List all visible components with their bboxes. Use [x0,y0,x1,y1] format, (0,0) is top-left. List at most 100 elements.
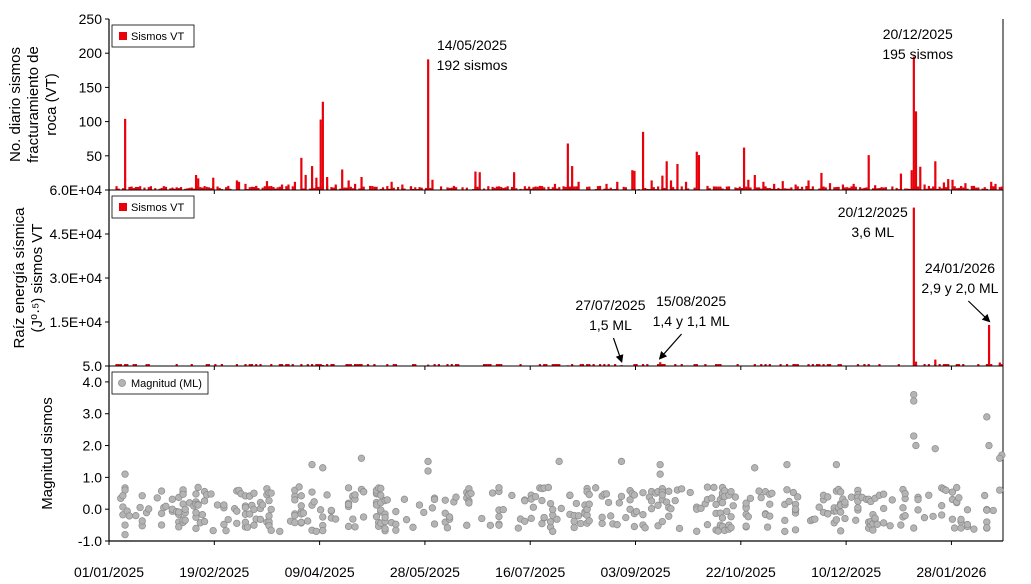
point [486,521,495,530]
point [871,514,879,522]
bar [867,155,870,190]
bar-background [270,186,273,190]
bar-background [551,364,554,366]
bar-background [1000,364,1004,366]
point [207,490,215,498]
point [138,517,146,525]
bar-background [727,186,731,190]
bar-background [663,187,666,190]
bar-background [598,364,602,366]
point [604,498,613,507]
bar-background [811,364,814,366]
bar-background [736,364,739,366]
bar [695,151,698,190]
bar-background [547,186,550,190]
annotation-label: 3,6 ML [851,224,894,240]
bar-background [790,187,793,190]
point [914,506,922,514]
annotation-arrow [658,333,683,360]
legend-swatch [119,203,127,211]
point [957,524,965,532]
bar-background [349,186,352,190]
bar [1000,186,1004,190]
point [540,513,548,522]
bar-background [276,187,279,190]
bar-background [186,188,189,190]
point [746,494,755,503]
bar-background [429,187,432,190]
bar-background [657,364,660,366]
bar-background [575,186,578,190]
point [297,492,305,500]
bar-background [343,187,346,190]
point [553,515,561,523]
x-tick-label: 28/05/2025 [390,564,460,579]
point [783,486,791,494]
point [824,493,832,501]
point [467,489,475,498]
point [291,496,299,504]
legend-box [111,371,209,395]
bar [401,184,404,190]
bar-background [779,364,782,366]
bar-background [644,187,647,190]
y-tick-label: 1.0 [83,469,103,485]
bar [947,179,950,190]
bar-background [798,188,802,190]
point [925,491,933,499]
bar-background [837,364,840,366]
bar-background [843,187,847,190]
bar-background [811,186,814,190]
bar-background [571,364,574,366]
point [514,524,522,532]
bar-background [895,187,898,190]
bar-background [379,188,382,190]
bar-background [272,186,275,190]
bar-background [816,364,819,366]
bar-background [871,188,875,190]
point [617,492,626,501]
bar-background [792,364,795,366]
bar [762,181,765,190]
point [983,413,991,421]
y-tick-label: 3.0E+04 [49,270,102,286]
point [983,506,991,514]
point [920,514,929,522]
bar-background [250,186,254,190]
bar-background [235,364,238,366]
point [138,492,146,500]
bar-background [532,187,535,190]
bar-background [603,188,606,190]
bar-background [394,364,398,366]
point [198,511,207,519]
bar-background [624,187,627,190]
bar-background [313,188,316,190]
legend-swatch [118,379,126,387]
bar-background [538,364,542,366]
bar [616,181,619,190]
bar-background [837,186,840,190]
point [766,512,774,520]
bar-background [588,364,591,366]
point [233,507,241,515]
point [910,390,918,399]
bar-background [332,364,335,366]
point [832,460,841,469]
bar-background [717,186,720,190]
point [656,470,664,478]
bar-background [268,186,271,190]
bar-background [603,364,606,366]
bar-background [940,188,943,190]
bar-background [278,364,281,366]
point [132,511,140,520]
point [789,488,798,497]
point [521,517,529,525]
y-tick-label: 4.5E+04 [49,226,102,242]
point [693,527,701,535]
bar-background [177,188,180,190]
bar-background [373,186,376,190]
point [983,523,991,532]
point [194,483,202,492]
bar [912,56,915,191]
bar-background [388,188,391,190]
